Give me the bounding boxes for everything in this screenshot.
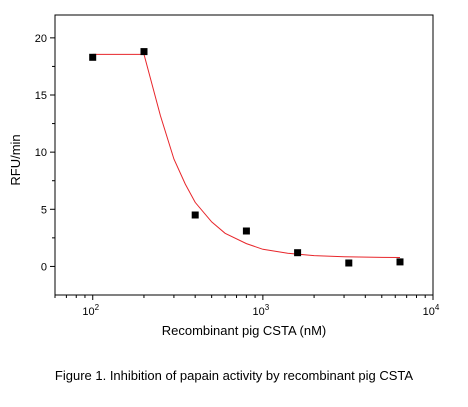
y-axis-ticks: 0 5 10 15 20 <box>35 33 55 273</box>
x-tick-label: 104 <box>423 303 440 318</box>
y-tick-label: 0 <box>41 261 47 273</box>
data-point <box>294 249 302 257</box>
x-tick-label: 103 <box>253 303 270 318</box>
plot-frame <box>54 14 434 296</box>
y-axis-title: RFU/min <box>8 134 23 185</box>
data-point <box>242 227 250 235</box>
data-point <box>140 48 148 56</box>
data-points <box>89 48 404 267</box>
y-tick-label: 10 <box>35 147 47 159</box>
x-axis-ticks: 102 103 104 <box>54 295 440 318</box>
figure-caption: Figure 1. Inhibition of papain activity … <box>55 368 413 383</box>
y-tick-label: 5 <box>41 204 47 216</box>
data-point <box>191 211 199 219</box>
data-point <box>396 258 404 266</box>
x-axis-title: Recombinant pig CSTA (nM) <box>162 323 327 338</box>
y-tick-label: 15 <box>35 90 47 102</box>
data-point <box>89 53 97 61</box>
x-tick-label: 102 <box>82 303 99 318</box>
y-tick-label: 20 <box>35 33 47 45</box>
fit-curve <box>92 53 401 258</box>
data-point <box>345 259 353 267</box>
